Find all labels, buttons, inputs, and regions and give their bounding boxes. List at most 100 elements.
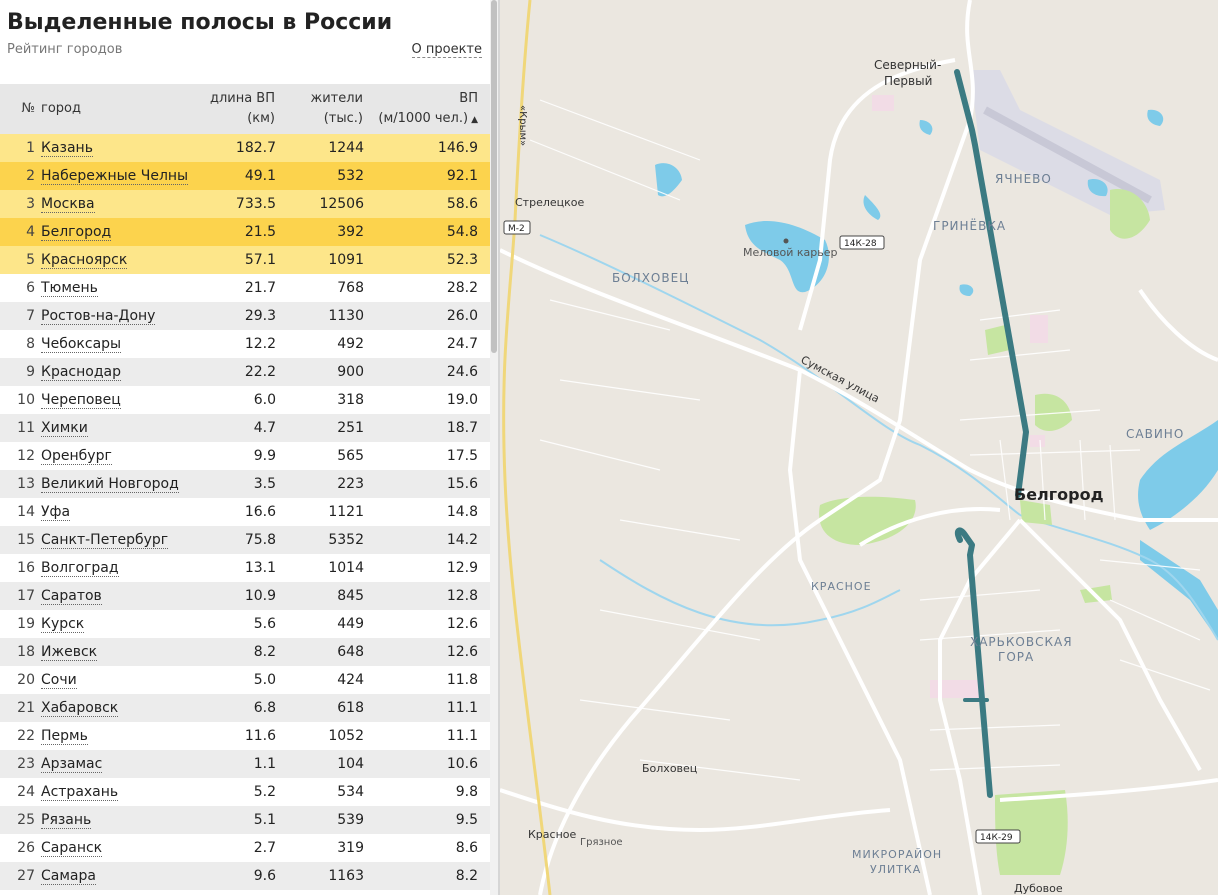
table-row[interactable]: 27 Самара 9.6 1163 8.2 [0,862,490,890]
cell-length: 182.7 [235,140,276,156]
table-row[interactable]: 24 Астрахань 5.2 534 9.8 [0,778,490,806]
table-row[interactable]: 6 Тюмень 21.7 768 28.2 [0,274,490,302]
table-row[interactable]: 14 Уфа 16.6 1121 14.8 [0,498,490,526]
table-row[interactable]: 21 Хабаровск 6.8 618 11.1 [0,694,490,722]
city-link[interactable]: Пермь [41,728,88,745]
city-link[interactable]: Самара [41,868,96,885]
city-map[interactable]: Белгород Северный- Первый ЯЧНЕВО ГРИНЁВК… [500,0,1218,895]
column-rank[interactable]: № [21,101,35,116]
about-project-link[interactable]: О проекте [411,42,482,58]
cell-rate: 24.7 [446,336,478,352]
quarry-marker-icon [783,238,789,244]
city-link[interactable]: Тюмень [41,280,98,297]
shield-14k29: 14К-29 [975,829,1021,844]
table-row[interactable]: 15 Санкт-Петербург 75.8 5352 14.2 [0,526,490,554]
table-row[interactable]: 13 Великий Новгород 3.5 223 15.6 [0,470,490,498]
cell-city: Рязань [41,806,202,834]
column-city[interactable]: город [41,101,81,116]
city-link[interactable]: Казань [41,140,93,157]
cell-rank: 10 [17,392,35,408]
city-link[interactable]: Саратов [41,588,102,605]
cell-rank: 13 [17,476,35,492]
table-row[interactable]: 22 Пермь 11.6 1052 11.1 [0,722,490,750]
city-link[interactable]: Оренбург [41,448,112,465]
table-row[interactable]: 2 Набережные Челны 49.1 532 92.1 [0,162,490,190]
city-link[interactable]: Астрахань [41,784,119,801]
page-subtitle: Рейтинг городов [7,42,123,57]
label-bolkhovets-district: БОЛХОВЕЦ [612,271,690,285]
table-row[interactable]: 5 Красноярск 57.1 1091 52.3 [0,246,490,274]
table-row[interactable]: 10 Череповец 6.0 318 19.0 [0,386,490,414]
table-row[interactable]: 7 Ростов-на-Дону 29.3 1130 26.0 [0,302,490,330]
cell-rank: 6 [26,280,35,296]
scrollbar-track[interactable] [490,0,498,895]
city-link[interactable]: Краснодар [41,364,121,381]
table-row[interactable]: 4 Белгород 21.5 392 54.8 [0,218,490,246]
city-link[interactable]: Москва [41,196,95,213]
cell-city: Ижевск [41,638,202,666]
table-row[interactable]: 3 Москва 733.5 12506 58.6 [0,190,490,218]
cell-rank: 15 [17,532,35,548]
cell-rate: 12.6 [446,616,478,632]
city-link[interactable]: Красноярск [41,252,128,269]
parks [819,189,1150,875]
column-length[interactable]: длина ВП (км) [202,84,276,134]
scrollbar-thumb[interactable] [491,0,497,353]
city-link[interactable]: Набережные Челны [41,168,189,185]
city-link[interactable]: Великий Новгород [41,476,179,493]
city-link[interactable]: Уфа [41,504,71,521]
cell-city: Казань [41,134,202,162]
column-rate[interactable]: ВП (м/1000 чел.) ▲ [364,84,490,134]
cell-rate: 18.7 [446,420,478,436]
main-roads [500,0,1218,895]
city-link[interactable]: Сочи [41,672,77,689]
table-row[interactable]: 26 Саранск 2.7 319 8.6 [0,834,490,862]
city-link[interactable]: Ростов-на-Дону [41,308,156,325]
table-row[interactable]: 18 Ижевск 8.2 648 12.6 [0,638,490,666]
cell-rank: 26 [17,840,35,856]
cell-city: Астрахань [41,778,202,806]
city-link[interactable]: Химки [41,420,88,437]
city-link[interactable]: Саранск [41,840,103,857]
city-link[interactable]: Ижевск [41,644,98,661]
city-link[interactable]: Рязань [41,812,92,829]
label-grinevka: ГРИНЁВКА [933,218,1006,233]
cell-population: 900 [337,364,364,380]
cell-city: Сочи [41,666,202,694]
cell-population: 1052 [328,728,364,744]
table-row[interactable]: 23 Арзамас 1.1 104 10.6 [0,750,490,778]
cell-rate: 11.1 [446,728,478,744]
cell-rank: 4 [26,224,35,240]
table-row[interactable]: 1 Казань 182.7 1244 146.9 [0,134,490,162]
city-link[interactable]: Волгоград [41,560,119,577]
city-link[interactable]: Череповец [41,392,121,409]
cell-rank: 24 [17,784,35,800]
cell-length: 12.2 [244,336,276,352]
table-row[interactable]: 12 Оренбург 9.9 565 17.5 [0,442,490,470]
cell-population: 251 [337,420,364,436]
table-row[interactable]: 16 Волгоград 13.1 1014 12.9 [0,554,490,582]
city-link[interactable]: Санкт-Петербург [41,532,169,549]
table-row[interactable]: 11 Химки 4.7 251 18.7 [0,414,490,442]
table-row[interactable]: 9 Краснодар 22.2 900 24.6 [0,358,490,386]
cell-city: Саратов [41,582,202,610]
cell-rank: 8 [26,336,35,352]
table-row[interactable]: 25 Рязань 5.1 539 9.5 [0,806,490,834]
city-link[interactable]: Хабаровск [41,700,119,717]
city-link[interactable]: Курск [41,616,85,633]
cell-rank: 16 [17,560,35,576]
city-link[interactable]: Чебоксары [41,336,122,353]
column-population-line1: жители [310,91,364,106]
city-link[interactable]: Арзамас [41,756,103,773]
city-link[interactable]: Белгород [41,224,112,241]
label-savino: САВИНО [1126,427,1184,441]
table-row[interactable]: 20 Сочи 5.0 424 11.8 [0,666,490,694]
table-row[interactable]: 19 Курск 5.6 449 12.6 [0,610,490,638]
shield-m2-label: М-2 [508,224,525,234]
column-population[interactable]: жители (тыс.) [276,84,364,134]
cell-length: 13.1 [244,560,276,576]
table-row[interactable]: 17 Саратов 10.9 845 12.8 [0,582,490,610]
ranking-table: № город длина ВП (км) жители (тыс.) ВП (… [0,84,490,890]
cell-population: 1121 [328,504,364,520]
table-row[interactable]: 8 Чебоксары 12.2 492 24.7 [0,330,490,358]
